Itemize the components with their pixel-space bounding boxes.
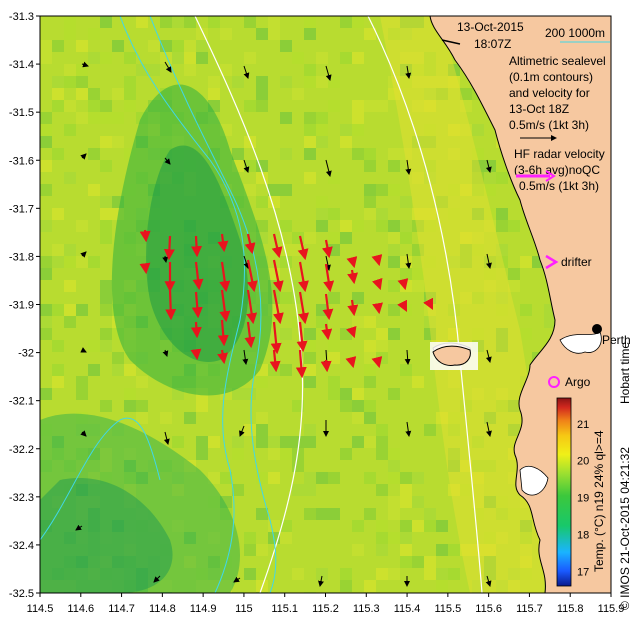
radar-line2: (3-6h avg)noQC	[514, 163, 600, 177]
x-tick-label: 115.5	[434, 603, 461, 615]
altimetry-line4: 13-Oct 18Z	[509, 102, 569, 116]
x-tick-label: 115.3	[353, 603, 380, 615]
x-tick-label: 114.8	[149, 603, 176, 615]
x-tick-label: 114.7	[108, 603, 135, 615]
x-tick-label: 114.6	[67, 603, 94, 615]
y-tick-label: -32	[18, 348, 34, 360]
altimetry-line1: Altimetric sealevel	[509, 54, 606, 68]
y-tick-label: -32.4	[9, 540, 34, 552]
y-tick-label: -31.3	[9, 11, 34, 23]
colorbar-title: Temp. (°C) n19 24% ql>=4	[592, 430, 606, 572]
time-label: 18:07Z	[474, 37, 511, 51]
colorbar-tick-label: 19	[577, 493, 589, 505]
radar-line3: 0.5m/s (1kt 3h)	[519, 179, 599, 193]
swan-river	[559, 331, 602, 354]
y-tick-label: -31.9	[9, 300, 34, 312]
hf-radar-arrows	[139, 229, 433, 379]
x-tick-label: 115.2	[312, 603, 339, 615]
y-tick-label: -32.1	[9, 396, 34, 408]
drifter-legend: drifter	[561, 255, 592, 269]
date-label: 13-Oct-2015	[457, 20, 524, 34]
altimetry-line2: (0.1m contours)	[509, 70, 593, 84]
x-tick-label: 115	[235, 603, 253, 615]
argo-legend: Argo	[565, 375, 591, 389]
altimetry-line3: and velocity for	[509, 86, 590, 100]
y-tick-label: -31.6	[9, 155, 34, 167]
altimetry-line5: 0.5m/s (1kt 3h)	[509, 118, 589, 132]
isobath-legend: 200 1000m	[545, 26, 605, 40]
hobart-label: Hobart time	[618, 342, 632, 404]
x-tick-label: 115.8	[557, 603, 584, 615]
y-tick-label: -31.5	[9, 107, 34, 119]
y-tick-label: -32.2	[9, 444, 34, 456]
date-pointer	[441, 39, 461, 45]
y-tick-label: -31.7	[9, 203, 34, 215]
y-tick-label: -32.3	[9, 492, 34, 504]
radar-line1: HF radar velocity	[514, 147, 605, 161]
colorbar-tick-label: 21	[577, 419, 589, 431]
y-tick-label: -31.4	[9, 59, 34, 71]
colorbar	[556, 397, 572, 587]
credit-text: © IMOS 21-Oct-2015 04:21:32	[618, 447, 632, 610]
perth-label: Perth	[602, 333, 631, 347]
colorbar-ticks: 21 20 19 18 17	[577, 419, 589, 578]
argo-marker	[548, 376, 560, 388]
x-tick-label: 114.9	[190, 603, 217, 615]
x-tick-label: 115.9	[598, 603, 625, 615]
colorbar-tick-label: 20	[577, 456, 589, 468]
altimetry-arrows	[75, 61, 492, 587]
y-tick-label: -32.5	[9, 588, 34, 600]
drifter-marker	[545, 254, 559, 270]
perth-marker	[592, 324, 602, 334]
x-tick-label: 115.1	[271, 603, 298, 615]
x-tick-label: 115.7	[516, 603, 543, 615]
y-tick-label: -31.8	[9, 251, 34, 263]
x-axis: 114.5 114.6 114.7 114.8 114.9 115 115.1 115.2 11…	[27, 593, 625, 615]
x-tick-label: 115.6	[475, 603, 502, 615]
x-tick-label: 115.4	[394, 603, 421, 615]
colorbar-tick-label: 18	[577, 529, 589, 541]
x-tick-label: 114.5	[27, 603, 54, 615]
colorbar-tick-label: 17	[577, 566, 589, 578]
y-axis: -31.3 -31.4 -31.5 -31.6 -31.7 -31.8 -31.9 -32 -3…	[9, 11, 40, 600]
